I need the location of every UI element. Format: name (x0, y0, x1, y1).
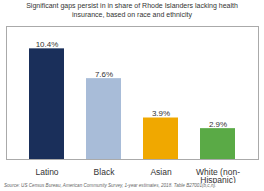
svg-text:2.9%: 2.9% (209, 120, 227, 129)
svg-text:Asian: Asian (150, 167, 172, 177)
svg-text:7.6%: 7.6% (95, 70, 113, 79)
html-text:Significant gaps persist in in: Significant gaps persist in in share of … (26, 2, 238, 18)
svg-text:Latino: Latino (35, 167, 58, 177)
svg-text:White (non-Hispanic): White (non-Hispanic) (196, 167, 240, 183)
svg-text:Black: Black (94, 167, 116, 177)
svg-text:10.4%: 10.4% (36, 40, 59, 49)
svg-text:3.9%: 3.9% (152, 109, 170, 118)
html-text:Source: US Census Bureau, Amer: Source: US Census Bureau, American Commu… (4, 183, 217, 188)
